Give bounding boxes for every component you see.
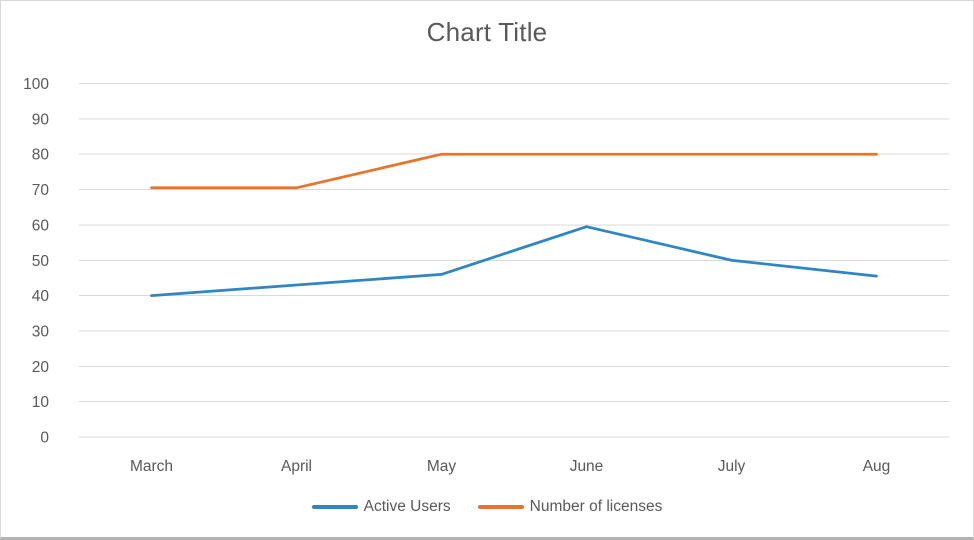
x-axis-tick-label: June <box>570 458 604 475</box>
legend-swatch-number-of-licenses <box>477 504 524 510</box>
y-axis-tick-label: 80 <box>32 147 50 164</box>
series-line-number-of-licenses <box>150 152 878 190</box>
y-axis-labels: 0 10 20 30 40 50 60 70 80 90 100 <box>23 76 49 447</box>
y-axis-tick-label: 30 <box>32 323 50 340</box>
y-axis-tick-label: 10 <box>32 394 50 411</box>
y-axis-tick-label: 100 <box>23 76 49 93</box>
series-lines <box>150 152 878 297</box>
y-axis-tick-label: 70 <box>32 182 50 199</box>
gridlines <box>79 83 949 438</box>
y-axis-tick-label: 0 <box>40 430 49 447</box>
series-line-active-users <box>150 225 878 297</box>
x-axis-tick-label: May <box>427 458 457 475</box>
y-axis-tick-label: 50 <box>32 253 50 270</box>
legend-swatch-active-users <box>311 504 358 510</box>
y-axis-tick-label: 90 <box>32 111 50 128</box>
x-axis-tick-label: March <box>130 458 173 475</box>
chart-title: Chart Title <box>426 17 548 47</box>
x-axis-labels: March April May June July Aug <box>130 458 890 475</box>
legend-item-number-of-licenses: Number of licenses <box>477 498 663 516</box>
legend-item-active-users: Active Users <box>311 498 451 516</box>
x-axis-tick-label: Aug <box>863 458 891 475</box>
x-axis-tick-label: April <box>281 458 312 475</box>
legend-label: Active Users <box>363 498 451 515</box>
x-axis-tick-label: July <box>718 458 746 475</box>
y-axis-tick-label: 20 <box>32 359 50 376</box>
legend-label: Number of licenses <box>529 498 663 515</box>
y-axis-tick-label: 60 <box>32 217 50 234</box>
legend: Active Users Number of licenses <box>1 498 973 516</box>
y-axis-tick-label: 40 <box>32 288 50 305</box>
